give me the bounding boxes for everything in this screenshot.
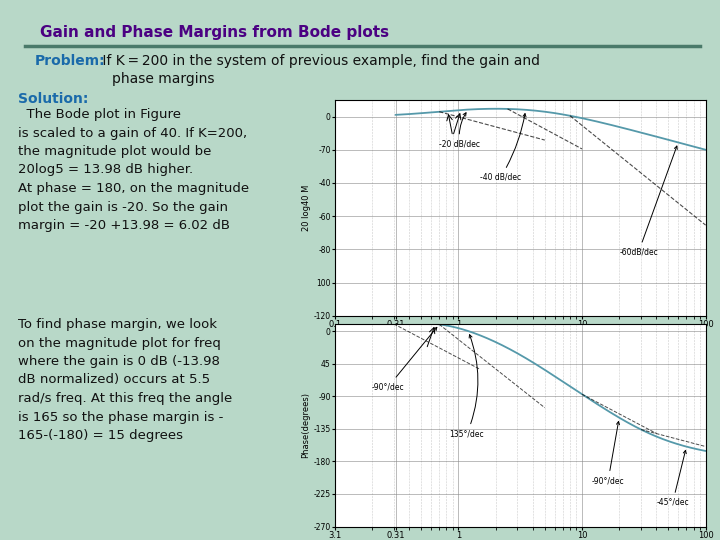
Text: 135°/dec: 135°/dec bbox=[450, 335, 485, 438]
Text: The Bode plot in Figure
is scaled to a gain of 40. If K=200,
the magnitude plot : The Bode plot in Figure is scaled to a g… bbox=[18, 108, 249, 232]
Y-axis label: Phase(degrees): Phase(degrees) bbox=[302, 392, 310, 458]
Text: -60dB/dec: -60dB/dec bbox=[619, 146, 678, 256]
Text: -90°/dec: -90°/dec bbox=[372, 327, 437, 391]
Text: Solution:: Solution: bbox=[18, 92, 89, 106]
Text: To find phase margin, we look
on the magnitude plot for freq
where the gain is 0: To find phase margin, we look on the mag… bbox=[18, 318, 233, 442]
Text: If K = 200 in the system of previous example, find the gain and: If K = 200 in the system of previous exa… bbox=[98, 54, 540, 68]
Text: -40 dB/dec: -40 dB/dec bbox=[480, 113, 526, 181]
Text: phase margins: phase margins bbox=[112, 72, 215, 86]
Text: Problem:: Problem: bbox=[35, 54, 106, 68]
Text: 45°/dec: 45°/dec bbox=[0, 539, 1, 540]
Text: -45°/dec: -45°/dec bbox=[657, 450, 689, 507]
Text: -90°/dec: -90°/dec bbox=[592, 422, 624, 485]
Text: Gain and Phase Margins from Bode plots: Gain and Phase Margins from Bode plots bbox=[40, 25, 389, 40]
X-axis label: Frequency (rad/s): Frequency (rad/s) bbox=[483, 332, 557, 341]
Y-axis label: 20 log40 M: 20 log40 M bbox=[302, 185, 311, 231]
Text: -20 dB/dec: -20 dB/dec bbox=[439, 113, 480, 148]
